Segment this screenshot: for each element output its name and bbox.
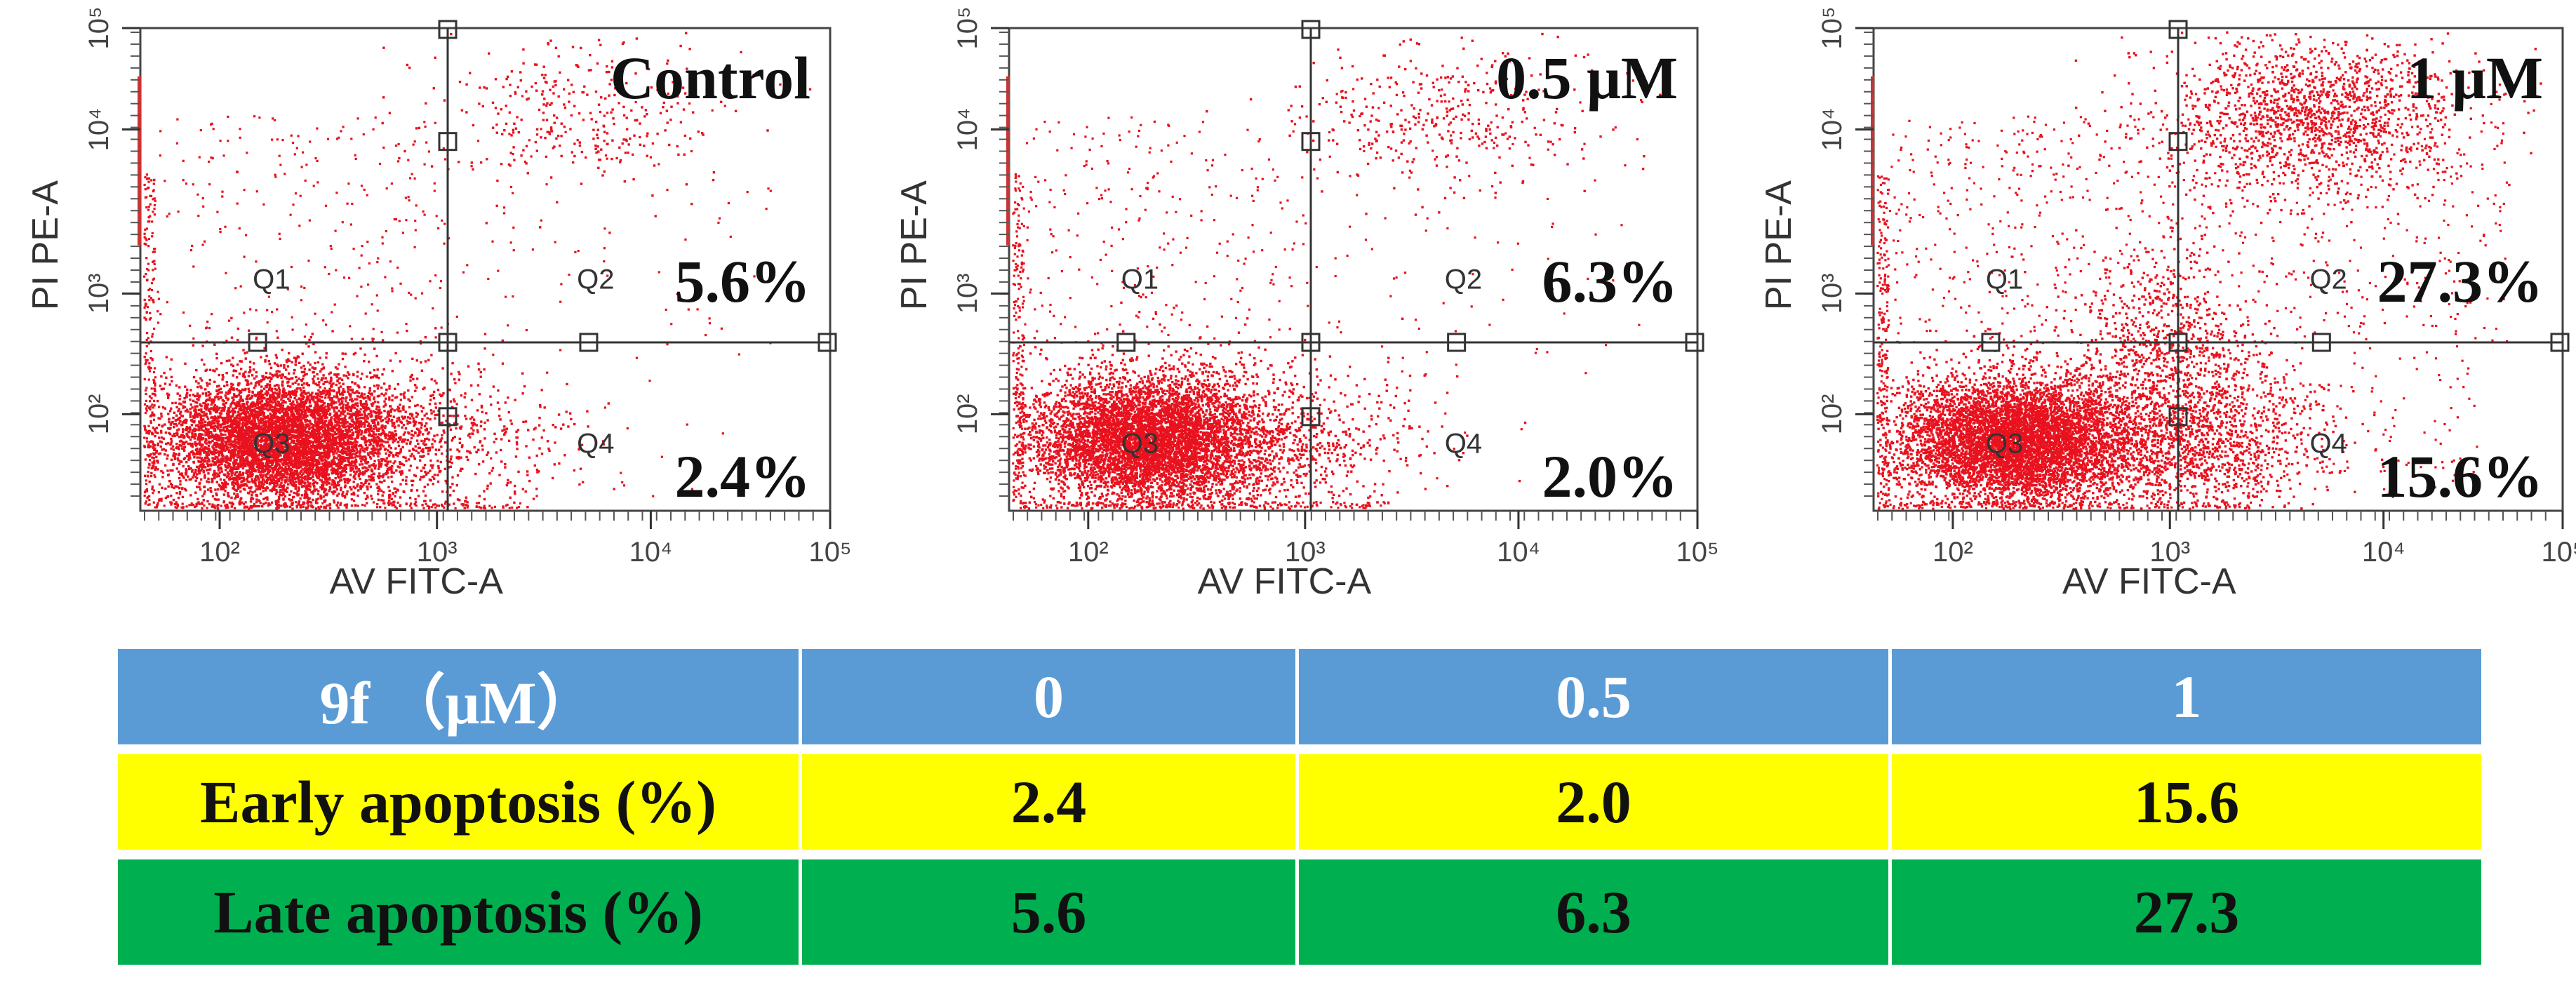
x-tick-label: 10⁴ (629, 537, 673, 568)
table-cell: 15.6 (1892, 754, 2481, 859)
y-axis-title: PI PE-A (1759, 180, 1799, 310)
y-tick-label: 10⁴ (1817, 108, 1848, 152)
gate-handle-icon (2311, 333, 2331, 352)
table-cell: 6.3 (1299, 859, 1892, 965)
quadrant-label: Q3 (1986, 428, 2023, 459)
gate-handle-icon (2168, 407, 2188, 427)
flow-plot-control: 10² 10³ 10⁴ 10⁵ 10² 10³ 10⁴ 10⁵ AV FITC-A PI PE-A… (25, 6, 852, 602)
gate-handle-icon (2168, 333, 2188, 352)
table-row-early-apoptosis: Early apoptosis (%) 2.4 2.0 15.6 (118, 754, 2481, 859)
scatter-points (1012, 32, 1662, 511)
y-tick-label: 10³ (1817, 273, 1848, 314)
y-tick-label: 10⁴ (952, 108, 983, 152)
gate-handle-icon (1116, 333, 1136, 352)
apoptosis-summary-table: 9f （μM） 0 0.5 1 Early apoptosis (%) 2.4 … (118, 649, 2481, 965)
quadrant-label: Q2 (1445, 265, 1482, 295)
gate-handle-icon (2168, 20, 2188, 39)
header-dose-1: 1 (1892, 649, 2481, 754)
y-axis-title: PI PE-A (894, 180, 935, 310)
gate-handle-icon (1301, 20, 1321, 39)
scatter-points (1876, 31, 2542, 511)
y-tick-label: 10³ (952, 273, 983, 314)
panel-title: Control (610, 44, 810, 112)
panel-title: 0.5 μM (1496, 44, 1678, 112)
x-tick-label: 10⁵ (2541, 537, 2576, 568)
quadrant-label: Q1 (1121, 265, 1159, 295)
y-tick-label: 10² (1817, 394, 1848, 434)
gate-handle-icon (579, 333, 599, 352)
y-axis-title: PI PE-A (25, 180, 66, 310)
row-label: Early apoptosis (%) (118, 754, 802, 859)
x-tick-label: 10³ (1285, 537, 1326, 568)
header-concentration: 9f （μM） (118, 649, 802, 754)
x-tick-label: 10³ (2149, 537, 2190, 568)
x-tick-label: 10³ (417, 537, 458, 568)
gate-handle-icon (438, 132, 458, 152)
axis-marker (138, 76, 141, 246)
table-header-row: 9f （μM） 0 0.5 1 (118, 649, 2481, 754)
table-row-late-apoptosis: Late apoptosis (%) 5.6 6.3 27.3 (118, 859, 2481, 965)
header-dose-0-5: 0.5 (1299, 649, 1892, 754)
early-apoptosis-percent: 2.0% (1542, 443, 1679, 510)
gate-handle-icon (438, 20, 458, 39)
gate-handle-icon (817, 333, 837, 352)
quadrant-label: Q3 (253, 428, 290, 459)
gate-handle-icon (1685, 333, 1704, 352)
gate-handle-icon (438, 333, 458, 352)
table-cell: 2.4 (802, 754, 1299, 859)
y-tick-label: 10⁵ (1817, 6, 1848, 49)
x-tick-label: 10² (199, 537, 240, 568)
y-tick-label: 10² (952, 394, 983, 434)
panel-title: 1 μM (2407, 44, 2543, 112)
gate-handle-icon (2168, 132, 2188, 152)
gate-handle-icon (1301, 333, 1321, 352)
quadrant-label: Q4 (2309, 428, 2347, 459)
x-tick-label: 10² (1933, 537, 1973, 568)
y-tick-label: 10³ (84, 273, 114, 314)
x-axis-title: AV FITC-A (1198, 561, 1372, 602)
y-tick-label: 10⁵ (84, 6, 114, 49)
quadrant-label: Q4 (1445, 428, 1482, 459)
gate-handle-icon (438, 407, 458, 427)
scatter-points (143, 32, 812, 511)
x-axis-title: AV FITC-A (329, 561, 503, 602)
gate-handle-icon (1447, 333, 1467, 352)
y-tick-label: 10⁵ (952, 6, 983, 49)
quadrant-label: Q2 (2309, 265, 2347, 295)
x-tick-label: 10⁴ (1497, 537, 1540, 568)
late-apoptosis-percent: 6.3% (1542, 248, 1679, 315)
late-apoptosis-percent: 5.6% (675, 248, 811, 315)
x-tick-label: 10⁴ (2362, 537, 2405, 568)
y-tick-label: 10² (84, 394, 114, 434)
gate-handle-icon (1301, 132, 1321, 152)
quadrant-label: Q1 (1986, 265, 2023, 295)
quadrant-label: Q3 (1121, 428, 1159, 459)
early-apoptosis-percent: 15.6% (2377, 443, 2544, 510)
y-tick-label: 10⁴ (84, 108, 114, 152)
axis-marker (1871, 76, 1874, 246)
gate-handle-icon (2550, 333, 2570, 352)
quadrant-label: Q4 (577, 428, 614, 459)
x-tick-label: 10² (1068, 537, 1109, 568)
x-tick-label: 10⁵ (808, 537, 851, 568)
x-axis-title: AV FITC-A (2062, 561, 2236, 602)
gate-handle-icon (1981, 333, 2001, 352)
quadrant-label: Q2 (577, 265, 614, 295)
quadrant-label: Q1 (253, 265, 290, 295)
gate-handle-icon (1301, 407, 1321, 427)
axis-marker (1006, 76, 1010, 246)
header-dose-0: 0 (802, 649, 1299, 754)
table-cell: 27.3 (1892, 859, 2481, 965)
late-apoptosis-percent: 27.3% (2377, 248, 2544, 315)
flow-plot-1-um: 10² 10³ 10⁴ 10⁵ 10² 10³ 10⁴ 10⁵ AV FITC-A PI PE-A… (1759, 6, 2576, 602)
x-tick-label: 10⁵ (1676, 537, 1719, 568)
gate-handle-icon (248, 333, 267, 352)
row-label: Late apoptosis (%) (118, 859, 802, 965)
table-cell: 5.6 (802, 859, 1299, 965)
flow-plot-0-5-um: 10² 10³ 10⁴ 10⁵ 10² 10³ 10⁴ 10⁵ AV FITC-A PI PE-A… (894, 6, 1719, 602)
early-apoptosis-percent: 2.4% (675, 443, 811, 510)
table-cell: 2.0 (1299, 754, 1892, 859)
